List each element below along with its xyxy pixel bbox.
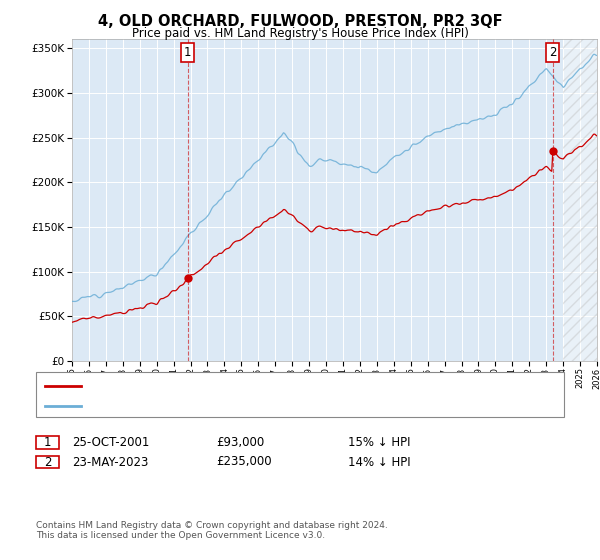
Text: 15% ↓ HPI: 15% ↓ HPI — [348, 436, 410, 449]
Text: Price paid vs. HM Land Registry's House Price Index (HPI): Price paid vs. HM Land Registry's House … — [131, 27, 469, 40]
Text: 25-OCT-2001: 25-OCT-2001 — [72, 436, 149, 449]
Text: 2: 2 — [44, 455, 51, 469]
Text: 23-MAY-2023: 23-MAY-2023 — [72, 455, 148, 469]
Text: HPI: Average price, detached house, Preston: HPI: Average price, detached house, Pres… — [90, 401, 334, 411]
Text: 1: 1 — [44, 436, 51, 449]
Text: Contains HM Land Registry data © Crown copyright and database right 2024.
This d: Contains HM Land Registry data © Crown c… — [36, 521, 388, 540]
Text: 4, OLD ORCHARD, FULWOOD, PRESTON, PR2 3QF: 4, OLD ORCHARD, FULWOOD, PRESTON, PR2 3Q… — [98, 14, 502, 29]
Text: 2: 2 — [549, 46, 557, 59]
Text: 4, OLD ORCHARD, FULWOOD, PRESTON, PR2 3QF (detached house): 4, OLD ORCHARD, FULWOOD, PRESTON, PR2 3Q… — [90, 381, 460, 391]
Text: 14% ↓ HPI: 14% ↓ HPI — [348, 455, 410, 469]
Text: £93,000: £93,000 — [216, 436, 264, 449]
Text: £235,000: £235,000 — [216, 455, 272, 469]
Text: 1: 1 — [184, 46, 191, 59]
